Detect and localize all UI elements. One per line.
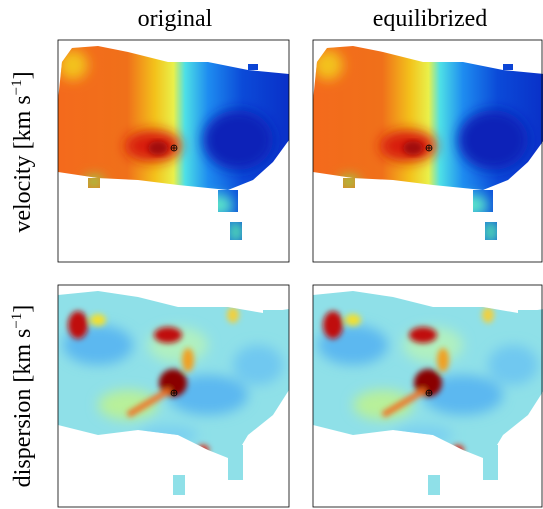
row-label-text: velocity [km s bbox=[10, 95, 36, 232]
column-title: original bbox=[138, 6, 213, 32]
row-label: velocity [km s−1] bbox=[9, 71, 36, 232]
panel-frame bbox=[57, 39, 290, 263]
row-label-superscript: −1 bbox=[9, 79, 25, 95]
velocity-map bbox=[58, 40, 289, 262]
row-label: dispersion [km s−1] bbox=[9, 305, 36, 488]
column-title: equilibrized bbox=[373, 6, 488, 32]
row-label-suffix: ] bbox=[10, 305, 36, 313]
panel-frame bbox=[57, 284, 290, 508]
panel-frame bbox=[312, 284, 543, 508]
panel bbox=[57, 39, 290, 263]
panel-frame bbox=[312, 39, 543, 263]
row-label-superscript: −1 bbox=[9, 313, 25, 329]
panel bbox=[312, 39, 543, 263]
dispersion-map bbox=[58, 285, 289, 507]
row-label-suffix: ] bbox=[10, 71, 36, 79]
panel bbox=[313, 285, 543, 507]
panel bbox=[58, 285, 289, 507]
dispersion-map bbox=[313, 285, 543, 507]
velocity-map bbox=[313, 40, 543, 262]
row-label-text: dispersion [km s bbox=[10, 329, 36, 488]
